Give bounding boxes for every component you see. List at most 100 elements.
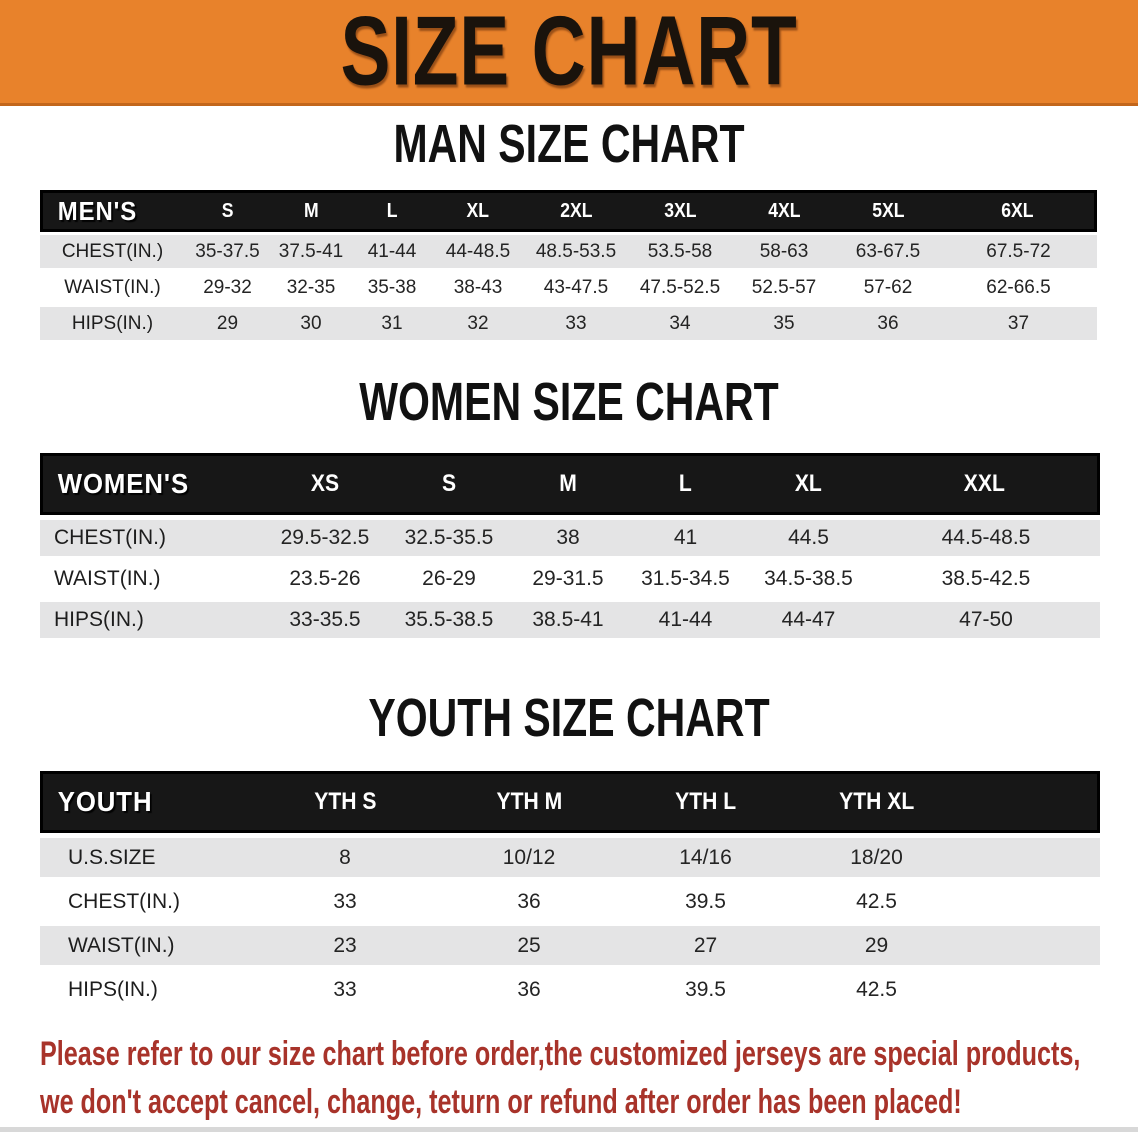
spacer-cell xyxy=(960,882,1100,921)
size-column-header: 5XL xyxy=(836,190,940,232)
size-value-cell: 33 xyxy=(250,970,440,1009)
size-value-cell: 29-32 xyxy=(185,271,270,304)
size-column-header: XXL xyxy=(872,453,1100,515)
size-column-header: XL xyxy=(432,190,524,232)
women-size-table: WOMEN'S XS S M L XL XXL CHEST(IN.) 29.5-32.5 32.5… xyxy=(40,448,1100,643)
disclaimer-text: Please refer to our size chart before or… xyxy=(40,1030,1130,1126)
size-value-cell: 52.5-57 xyxy=(732,271,836,304)
size-value-cell: 41-44 xyxy=(626,602,745,638)
size-column-header: L xyxy=(626,453,745,515)
size-value-cell: 29.5-32.5 xyxy=(262,520,388,556)
size-value-cell: 63-67.5 xyxy=(836,235,940,268)
size-value-cell: 29 xyxy=(793,926,960,965)
size-value-cell: 35-38 xyxy=(352,271,432,304)
table-row: WAIST(IN.) 23.5-26 26-29 29-31.5 31.5-34.5 34… xyxy=(40,561,1100,597)
size-value-cell: 67.5-72 xyxy=(940,235,1097,268)
women-size-chart-heading: WOMEN SIZE CHART xyxy=(359,372,779,432)
size-value-cell: 23 xyxy=(250,926,440,965)
size-value-cell: 38-43 xyxy=(432,271,524,304)
size-value-cell: 39.5 xyxy=(618,970,793,1009)
size-value-cell: 47-50 xyxy=(872,602,1100,638)
size-value-cell: 44.5 xyxy=(745,520,872,556)
size-value-cell: 33-35.5 xyxy=(262,602,388,638)
size-column-header: YTH S xyxy=(250,771,440,833)
row-label: WAIST(IN.) xyxy=(40,926,250,965)
size-table-header-row: WOMEN'S XS S M L XL XXL xyxy=(40,453,1100,515)
size-column-header: S xyxy=(185,190,270,232)
size-value-cell: 10/12 xyxy=(440,838,618,877)
size-value-cell: 42.5 xyxy=(793,882,960,921)
table-row: WAIST(IN.) 29-32 32-35 35-38 38-43 43-47.5 47.… xyxy=(40,271,1097,304)
table-title: MEN'S xyxy=(40,190,185,232)
row-label: CHEST(IN.) xyxy=(40,520,262,556)
size-value-cell: 42.5 xyxy=(793,970,960,1009)
spacer-cell xyxy=(960,838,1100,877)
table-row: HIPS(IN.) 29 30 31 32 33 34 35 36 37 xyxy=(40,307,1097,340)
size-value-cell: 35 xyxy=(732,307,836,340)
size-column-header: YTH XL xyxy=(793,771,960,833)
size-value-cell: 18/20 xyxy=(793,838,960,877)
spacer-cell xyxy=(960,926,1100,965)
size-value-cell: 41 xyxy=(626,520,745,556)
man-size-chart-heading: MAN SIZE CHART xyxy=(393,114,745,174)
table-row: CHEST(IN.) 33 36 39.5 42.5 xyxy=(40,882,1100,921)
size-value-cell: 30 xyxy=(270,307,352,340)
size-value-cell: 31.5-34.5 xyxy=(626,561,745,597)
size-value-cell: 44-48.5 xyxy=(432,235,524,268)
table-row: WAIST(IN.) 23 25 27 29 xyxy=(40,926,1100,965)
size-column-header: 6XL xyxy=(940,190,1097,232)
size-value-cell: 27 xyxy=(618,926,793,965)
table-title: WOMEN'S xyxy=(40,453,262,515)
disclaimer-line-2: we don't accept cancel, change, teturn o… xyxy=(40,1083,962,1121)
size-column-header: XL xyxy=(745,453,872,515)
page-title: SIZE CHART xyxy=(340,0,798,106)
size-value-cell: 33 xyxy=(524,307,628,340)
size-value-cell: 38 xyxy=(510,520,626,556)
row-label: CHEST(IN.) xyxy=(40,235,185,268)
size-table-header-row: YOUTH YTH S YTH M YTH L YTH XL xyxy=(40,771,1100,833)
size-table-header-row: MEN'S S M L XL 2XL 3XL 4XL 5XL 6XL xyxy=(40,190,1097,232)
size-value-cell: 14/16 xyxy=(618,838,793,877)
size-value-cell: 31 xyxy=(352,307,432,340)
size-value-cell: 32 xyxy=(432,307,524,340)
size-value-cell: 34.5-38.5 xyxy=(745,561,872,597)
youth-size-table: YOUTH YTH S YTH M YTH L YTH XL U.S.SIZE 8 10/12… xyxy=(40,766,1100,1014)
size-column-header: YTH M xyxy=(440,771,618,833)
row-label: HIPS(IN.) xyxy=(40,602,262,638)
size-value-cell: 48.5-53.5 xyxy=(524,235,628,268)
size-column-header: 3XL xyxy=(628,190,732,232)
size-value-cell: 44-47 xyxy=(745,602,872,638)
size-value-cell: 53.5-58 xyxy=(628,235,732,268)
row-label: CHEST(IN.) xyxy=(40,882,250,921)
size-value-cell: 47.5-52.5 xyxy=(628,271,732,304)
size-value-cell: 43-47.5 xyxy=(524,271,628,304)
table-title: YOUTH xyxy=(40,771,250,833)
size-column-header: XS xyxy=(262,453,388,515)
spacer-cell xyxy=(960,771,1100,833)
table-row: HIPS(IN.) 33 36 39.5 42.5 xyxy=(40,970,1100,1009)
size-value-cell: 36 xyxy=(836,307,940,340)
size-column-header: 2XL xyxy=(524,190,628,232)
youth-size-chart-heading: YOUTH SIZE CHART xyxy=(368,688,770,748)
size-value-cell: 32-35 xyxy=(270,271,352,304)
size-value-cell: 41-44 xyxy=(352,235,432,268)
size-value-cell: 35.5-38.5 xyxy=(388,602,510,638)
size-column-header: S xyxy=(388,453,510,515)
row-label: U.S.SIZE xyxy=(40,838,250,877)
row-label: WAIST(IN.) xyxy=(40,271,185,304)
size-value-cell: 57-62 xyxy=(836,271,940,304)
size-value-cell: 37.5-41 xyxy=(270,235,352,268)
size-column-header: M xyxy=(270,190,352,232)
size-value-cell: 33 xyxy=(250,882,440,921)
men-size-table: MEN'S S M L XL 2XL 3XL 4XL 5XL 6XL CHEST(IN.) 35-37… xyxy=(40,187,1097,343)
size-value-cell: 44.5-48.5 xyxy=(872,520,1100,556)
size-value-cell: 36 xyxy=(440,970,618,1009)
table-row: CHEST(IN.) 35-37.5 37.5-41 41-44 44-48.5 48.5… xyxy=(40,235,1097,268)
size-column-header: 4XL xyxy=(732,190,836,232)
table-row: CHEST(IN.) 29.5-32.5 32.5-35.5 38 41 44.5 44.5… xyxy=(40,520,1100,556)
size-value-cell: 25 xyxy=(440,926,618,965)
bottom-edge-line xyxy=(0,1127,1138,1132)
size-value-cell: 38.5-41 xyxy=(510,602,626,638)
size-column-header: M xyxy=(510,453,626,515)
